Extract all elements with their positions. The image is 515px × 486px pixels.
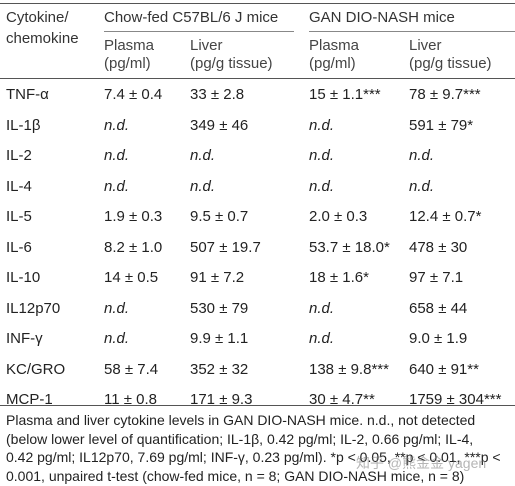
table-row: IL-10 14 ± 0.5 91 ± 7.2 18 ± 1.6* 97 ± 7…: [0, 262, 515, 293]
header-nash-liver: Liver: [409, 37, 442, 54]
table-row: IL-6 8.2 ± 1.0 507 ± 19.7 53.7 ± 18.0* 4…: [0, 232, 515, 263]
chow-liver-value: 9.5 ± 0.7: [190, 208, 249, 225]
nash-plasma-value: n.d.: [309, 299, 335, 317]
cytokine-name: IL-2: [6, 147, 32, 164]
chow-liver-value: 91 ± 7.2: [190, 269, 245, 286]
nash-liver-value: n.d.: [409, 147, 435, 164]
header-nash-plasma: Plasma: [309, 37, 360, 54]
nash-liver-value: 78 ± 9.7***: [409, 86, 481, 103]
nash-liver-value: 9.0 ± 1.9: [409, 330, 468, 347]
caption-line-4: 0.001, unpaired t-test (chow-fed mice, n…: [6, 467, 465, 484]
header-group-chow-fed: Chow-fed C57BL/6 J mice: [104, 9, 279, 26]
table-row: MCP-1 11 ± 0.8 171 ± 9.3 30 ± 4.7** 1759…: [0, 384, 515, 415]
cytokine-name: IL-1β: [6, 116, 41, 134]
header-chow-plasma-unit: (pg/ml): [104, 55, 151, 72]
nash-plasma-value: n.d.: [309, 330, 335, 347]
cytokine-name: KC/GRO: [6, 360, 66, 378]
nash-plasma-value: n.d.: [309, 177, 335, 195]
cytokine-name: IL-5: [6, 208, 32, 225]
table-row: KC/GRO 58 ± 7.4 352 ± 32 138 ± 9.8*** 64…: [0, 354, 515, 385]
chow-plasma-value: n.d.: [104, 330, 130, 347]
chow-plasma-value: n.d.: [104, 147, 130, 164]
header-cytokine-line2: chemokine: [6, 30, 79, 47]
table-bottom-rule: [0, 405, 515, 406]
chow-liver-value: 349 ± 46: [190, 116, 249, 134]
chow-plasma-value: 14 ± 0.5: [104, 269, 159, 286]
header-group-gan-dio-nash: GAN DIO-NASH mice: [309, 9, 455, 26]
nash-liver-value: 478 ± 30: [409, 238, 468, 256]
nash-plasma-value: 2.0 ± 0.3: [309, 208, 368, 225]
table-row: IL-4 n.d. n.d. n.d. n.d.: [0, 171, 515, 202]
table-row: INF-γ n.d. 9.9 ± 1.1 n.d. 9.0 ± 1.9: [0, 323, 515, 354]
header-cytokine-line1: Cytokine/: [6, 9, 69, 26]
chow-liver-value: n.d.: [190, 177, 216, 195]
chow-plasma-value: n.d.: [104, 177, 130, 195]
header-chow-plasma: Plasma: [104, 37, 155, 54]
chow-liver-value: n.d.: [190, 147, 216, 164]
header-nash-plasma-unit: (pg/ml): [309, 55, 356, 72]
nash-liver-value: 97 ± 7.1: [409, 269, 464, 286]
table-top-rule: [0, 3, 515, 4]
nash-liver-value: 591 ± 79*: [409, 116, 474, 134]
chow-plasma-value: n.d.: [104, 299, 130, 317]
table-caption: Plasma and liver cytokine levels in GAN …: [6, 411, 512, 485]
cytokine-name: IL12p70: [6, 299, 61, 317]
table-row: IL-5 1.9 ± 0.3 9.5 ± 0.7 2.0 ± 0.3 12.4 …: [0, 201, 515, 232]
nash-plasma-value: 18 ± 1.6*: [309, 269, 369, 286]
caption-line-3: 0.42 pg/ml; IL12p70, 7.69 pg/ml; INF-γ, …: [6, 449, 501, 465]
chow-liver-value: 352 ± 32: [190, 360, 249, 378]
watermark: 知乎 @熊金金 yagen: [356, 455, 487, 471]
chow-plasma-value: 7.4 ± 0.4: [104, 86, 163, 103]
caption-line-1: Plasma and liver cytokine levels in GAN …: [6, 412, 476, 428]
header-bottom-rule: [0, 78, 515, 79]
nash-liver-value: 640 ± 91**: [409, 360, 479, 378]
nash-plasma-value: 53.7 ± 18.0*: [309, 238, 390, 256]
cytokine-name: INF-γ: [6, 330, 43, 347]
chow-plasma-value: 1.9 ± 0.3: [104, 208, 163, 225]
group-chow-underline: [104, 31, 294, 32]
chow-plasma-value: 8.2 ± 1.0: [104, 238, 163, 256]
nash-plasma-value: 30 ± 4.7**: [309, 391, 375, 408]
chow-liver-value: 9.9 ± 1.1: [190, 330, 249, 347]
table-row: IL-2 n.d. n.d. n.d. n.d.: [0, 140, 515, 171]
nash-plasma-value: n.d.: [309, 116, 335, 134]
header-chow-liver-unit: (pg/g tissue): [190, 55, 273, 72]
table-row: IL12p70 n.d. 530 ± 79 n.d. 658 ± 44: [0, 293, 515, 324]
nash-plasma-value: n.d.: [309, 147, 335, 164]
nash-liver-value: 1759 ± 304***: [409, 391, 502, 408]
nash-liver-value: n.d.: [409, 177, 435, 195]
chow-plasma-value: 11 ± 0.8: [104, 391, 157, 408]
cytokine-name: TNF-α: [6, 86, 49, 103]
chow-liver-value: 171 ± 9.3: [190, 391, 253, 408]
cytokine-name: IL-4: [6, 177, 32, 195]
chow-liver-value: 530 ± 79: [190, 299, 249, 317]
cytokine-name: IL-10: [6, 269, 41, 286]
cytokine-name: IL-6: [6, 238, 32, 256]
nash-plasma-value: 138 ± 9.8***: [309, 360, 389, 378]
group-nash-underline: [309, 31, 515, 32]
header-nash-liver-unit: (pg/g tissue): [409, 55, 492, 72]
chow-liver-value: 33 ± 2.8: [190, 86, 245, 103]
chow-liver-value: 507 ± 19.7: [190, 238, 261, 256]
caption-line-2: (below lower level of quantification; IL…: [6, 430, 474, 447]
cytokine-name: MCP-1: [6, 391, 53, 408]
chow-plasma-value: n.d.: [104, 116, 130, 134]
table-row: IL-1β n.d. 349 ± 46 n.d. 591 ± 79*: [0, 110, 515, 141]
nash-liver-value: 658 ± 44: [409, 299, 468, 317]
table-row: TNF-α 7.4 ± 0.4 33 ± 2.8 15 ± 1.1*** 78 …: [0, 79, 515, 110]
nash-plasma-value: 15 ± 1.1***: [309, 86, 381, 103]
nash-liver-value: 12.4 ± 0.7*: [409, 208, 482, 225]
chow-plasma-value: 58 ± 7.4: [104, 360, 159, 378]
header-chow-liver: Liver: [190, 37, 223, 54]
